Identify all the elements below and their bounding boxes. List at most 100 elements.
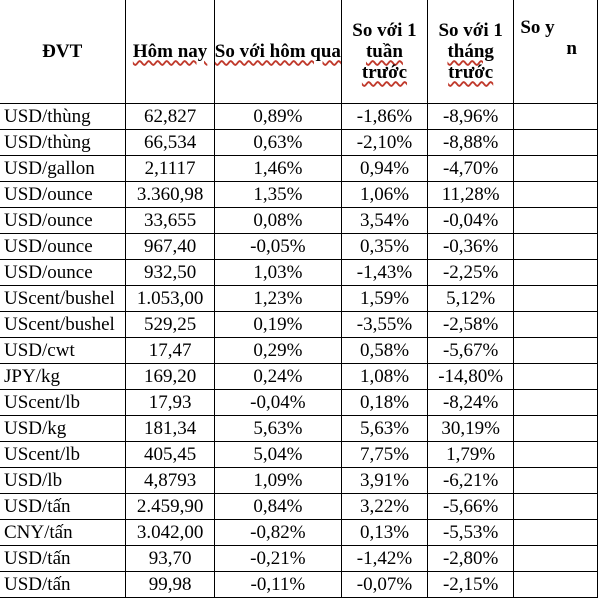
table-row: CNY/tấn 3.042,00 -0,82% 0,13% -5,53% — [0, 519, 598, 546]
cut-off-cell — [513, 389, 598, 416]
vs-month-cell: -2,15% — [427, 571, 515, 598]
table-row: USD/kg 181,34 5,63% 5,63% 30,19% — [0, 415, 598, 442]
vs-yesterday-cell: 5,04% — [213, 441, 342, 468]
unit-cell: USD/ounce — [0, 259, 127, 286]
unit-cell: UScent/lb — [0, 389, 127, 416]
vs-month-cell: -14,80% — [427, 363, 515, 390]
vs-month-cell: -6,21% — [427, 467, 515, 494]
header-vs-month: So với 1 tháng trước — [427, 0, 515, 104]
header-vs-week-line3: trước — [361, 61, 408, 83]
vs-month-cell: -8,96% — [427, 103, 515, 130]
table-row: USD/thùng 62,827 0,89% -1,86% -8,96% — [0, 103, 598, 130]
header-unit: ĐVT — [0, 0, 127, 104]
table-row: USD/thùng 66,534 0,63% -2,10% -8,88% — [0, 129, 598, 156]
vs-yesterday-cell: 1,46% — [213, 155, 342, 182]
vs-week-cell: -1,86% — [340, 103, 429, 130]
cut-off-cell — [513, 155, 598, 182]
cut-off-cell — [513, 337, 598, 364]
header-today: Hôm nay — [125, 0, 215, 104]
unit-cell: USD/thùng — [0, 103, 127, 130]
unit-cell: JPY/kg — [0, 363, 127, 390]
vs-week-cell: 0,18% — [340, 389, 429, 416]
cut-off-cell — [513, 493, 598, 520]
unit-cell: USD/tấn — [0, 571, 127, 598]
vs-month-cell: -2,25% — [427, 259, 515, 286]
today-cell: 4,8793 — [125, 467, 215, 494]
vs-yesterday-cell: 0,63% — [213, 129, 342, 156]
table-row: USD/cwt 17,47 0,29% 0,58% -5,67% — [0, 337, 598, 364]
cut-off-cell — [513, 233, 598, 260]
cut-off-cell — [513, 181, 598, 208]
vs-week-cell: 1,08% — [340, 363, 429, 390]
cut-off-cell — [513, 129, 598, 156]
today-cell: 529,25 — [125, 311, 215, 338]
vs-week-cell: -2,10% — [340, 129, 429, 156]
today-cell: 181,34 — [125, 415, 215, 442]
table-row: USD/ounce 932,50 1,03% -1,43% -2,25% — [0, 259, 598, 286]
table-row: USD/tấn 99,98 -0,11% -0,07% -2,15% — [0, 571, 598, 598]
vs-month-cell: -5,67% — [427, 337, 515, 364]
today-cell: 3.360,98 — [125, 181, 215, 208]
vs-yesterday-cell: -0,05% — [213, 233, 342, 260]
header-vs-week-line2: tuần — [365, 40, 403, 62]
vs-month-cell: 30,19% — [427, 415, 515, 442]
vs-week-cell: 0,58% — [340, 337, 429, 364]
header-vs-month-line3: trước — [448, 61, 494, 83]
vs-yesterday-cell: -0,82% — [213, 519, 342, 546]
vs-yesterday-cell: 0,89% — [213, 103, 342, 130]
vs-week-cell: 3,91% — [340, 467, 429, 494]
unit-cell: UScent/bushel — [0, 311, 127, 338]
vs-yesterday-cell: 1,23% — [213, 285, 342, 312]
header-row: ĐVT Hôm nay So với hôm qua So với 1 tuần… — [0, 0, 598, 104]
vs-week-cell: 0,94% — [340, 155, 429, 182]
header-vs-month-line1: So với 1 — [438, 19, 503, 41]
unit-cell: UScent/lb — [0, 441, 127, 468]
vs-month-cell: -2,80% — [427, 545, 515, 572]
unit-cell: USD/tấn — [0, 493, 127, 520]
vs-month-cell: 5,12% — [427, 285, 515, 312]
cut-off-cell — [513, 259, 598, 286]
vs-yesterday-cell: 0,29% — [213, 337, 342, 364]
vs-month-cell: -2,58% — [427, 311, 515, 338]
unit-cell: USD/kg — [0, 415, 127, 442]
today-cell: 17,93 — [125, 389, 215, 416]
header-cut-off: So y n — [513, 0, 598, 104]
today-cell: 932,50 — [125, 259, 215, 286]
table-row: USD/ounce 967,40 -0,05% 0,35% -0,36% — [0, 233, 598, 260]
cut-off-cell — [513, 285, 598, 312]
header-cut-off-line1: So y — [520, 17, 555, 38]
cut-off-cell — [513, 467, 598, 494]
table-row: UScent/bushel 1.053,00 1,23% 1,59% 5,12% — [0, 285, 598, 312]
vs-yesterday-cell: 1,35% — [213, 181, 342, 208]
table-row: USD/gallon 2,1117 1,46% 0,94% -4,70% — [0, 155, 598, 182]
vs-week-cell: 3,54% — [340, 207, 429, 234]
cut-off-cell — [513, 415, 598, 442]
vs-week-cell: -0,07% — [340, 571, 429, 598]
header-cut-off-line2: n — [566, 38, 577, 59]
table-row: USD/tấn 2.459,90 0,84% 3,22% -5,66% — [0, 493, 598, 520]
header-vs-month-line2: tháng — [447, 40, 494, 62]
vs-week-cell: 0,35% — [340, 233, 429, 260]
table-row: USD/lb 4,8793 1,09% 3,91% -6,21% — [0, 467, 598, 494]
today-cell: 967,40 — [125, 233, 215, 260]
vs-month-cell: 11,28% — [427, 181, 515, 208]
header-vs-yesterday: So với hôm qua — [213, 0, 342, 104]
vs-week-cell: 7,75% — [340, 441, 429, 468]
today-cell: 93,70 — [125, 545, 215, 572]
today-cell: 169,20 — [125, 363, 215, 390]
vs-yesterday-cell: -0,21% — [213, 545, 342, 572]
vs-month-cell: -5,66% — [427, 493, 515, 520]
table-body: USD/thùng 62,827 0,89% -1,86% -8,96% USD/thùn… — [0, 103, 598, 598]
cut-off-cell — [513, 441, 598, 468]
vs-yesterday-cell: -0,04% — [213, 389, 342, 416]
vs-month-cell: -5,53% — [427, 519, 515, 546]
today-cell: 405,45 — [125, 441, 215, 468]
today-cell: 66,534 — [125, 129, 215, 156]
cut-off-cell — [513, 103, 598, 130]
table-row: USD/ounce 3.360,98 1,35% 1,06% 11,28% — [0, 181, 598, 208]
vs-yesterday-cell: 0,08% — [213, 207, 342, 234]
table-row: USD/ounce 33,655 0,08% 3,54% -0,04% — [0, 207, 598, 234]
unit-cell: USD/ounce — [0, 233, 127, 260]
today-cell: 33,655 — [125, 207, 215, 234]
today-cell: 2,1117 — [125, 155, 215, 182]
